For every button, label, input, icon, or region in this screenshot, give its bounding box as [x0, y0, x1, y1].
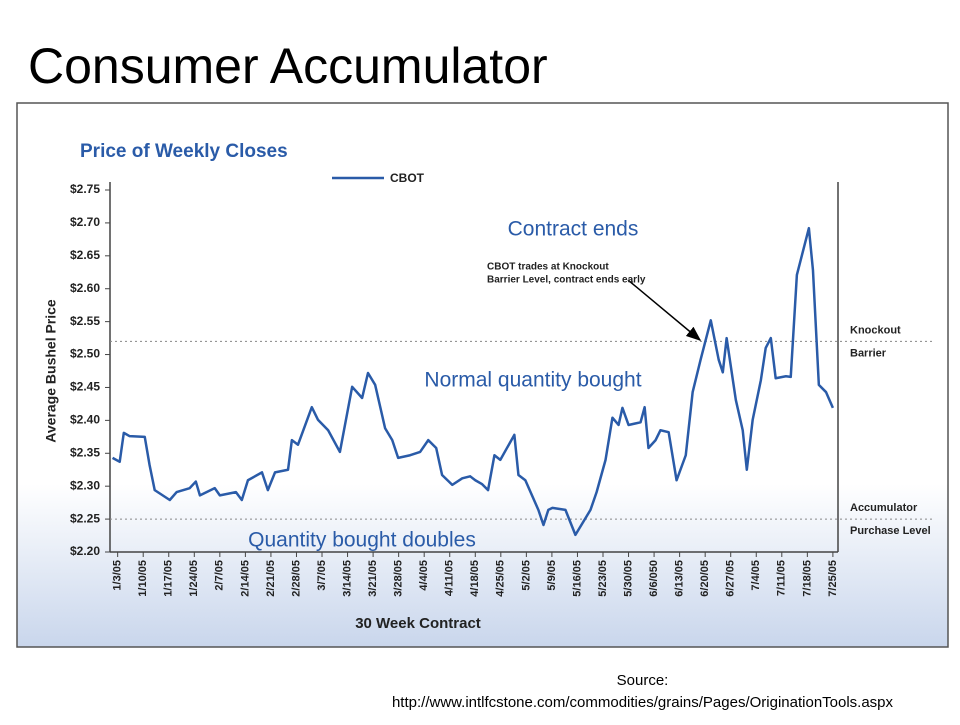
x-tick-label: 1/17/05	[163, 560, 175, 597]
reference-label: Purchase Level	[850, 525, 931, 537]
y-tick-label: $2.60	[70, 281, 100, 295]
x-tick-label: 4/4/05	[418, 560, 430, 591]
y-tick-label: $2.65	[70, 248, 100, 262]
x-tick-label: 1/3/05	[112, 560, 124, 591]
y-tick-label: $2.55	[70, 314, 100, 328]
x-tick-label: 6/20/05	[699, 560, 711, 597]
x-tick-label: 7/4/05	[750, 560, 762, 591]
x-tick-label: 2/28/05	[290, 560, 302, 597]
x-tick-label: 2/14/05	[239, 560, 251, 597]
annotation: Normal quantity bought	[424, 369, 641, 392]
x-tick-label: 6/27/05	[725, 560, 737, 597]
x-tick-label: 4/11/05	[444, 560, 456, 596]
y-tick-label: $2.50	[70, 347, 100, 361]
x-tick-label: 1/24/05	[188, 560, 200, 597]
annotation: Quantity bought doubles	[248, 529, 476, 552]
arrow	[627, 279, 702, 341]
y-tick-label: $2.45	[70, 380, 100, 394]
y-tick-label: $2.40	[70, 413, 100, 427]
reference-label: Accumulator	[850, 502, 918, 514]
source: Source: http://www.intlfcstone.com/commo…	[330, 670, 955, 714]
x-tick-label: 6/6/050	[648, 560, 660, 597]
source-url: http://www.intlfcstone.com/commodities/g…	[391, 694, 894, 711]
chart-title: Price of Weekly Closes	[80, 141, 288, 162]
reference-label: Knockout	[850, 324, 901, 336]
x-tick-label: 5/16/05	[571, 560, 583, 597]
x-tick-label: 3/7/05	[316, 560, 328, 591]
legend-label: CBOT	[390, 171, 425, 185]
x-tick-label: 2/21/05	[265, 560, 277, 597]
y-tick-label: $2.75	[70, 182, 100, 196]
x-tick-label: 7/25/05	[827, 560, 839, 597]
y-axis-label: Average Bushel Price	[43, 299, 59, 443]
chart-frame	[16, 102, 949, 648]
y-tick-label: $2.35	[70, 445, 100, 459]
x-tick-label: 2/7/05	[214, 560, 226, 591]
arrow-note: Barrier Level, contract ends early	[487, 275, 646, 286]
y-tick-label: $2.70	[70, 215, 100, 229]
x-tick-label: 6/13/05	[674, 560, 686, 597]
reference-label: Barrier	[850, 347, 887, 359]
x-tick-label: 5/2/05	[520, 560, 532, 591]
y-tick-label: $2.30	[70, 478, 100, 492]
x-tick-label: 3/21/05	[367, 560, 379, 597]
x-axis-label: 30 Week Contract	[355, 615, 481, 632]
x-tick-label: 4/18/05	[469, 560, 481, 597]
arrow-note: CBOT trades at Knockout	[487, 262, 609, 273]
y-tick-label: $2.20	[70, 544, 100, 558]
x-tick-label: 3/28/05	[393, 560, 405, 597]
x-tick-label: 4/25/05	[495, 560, 507, 597]
x-tick-label: 5/23/05	[597, 560, 609, 597]
annotation: Contract ends	[508, 218, 639, 241]
source-label: Source:	[616, 672, 669, 689]
x-tick-label: 5/30/05	[622, 560, 634, 597]
x-tick-label: 7/11/05	[776, 560, 788, 596]
y-tick-label: $2.25	[70, 511, 100, 525]
plot: $2.20 $2.25 $2.30 $2.35 $2.40 $2.45 $2.50 $2.55…	[70, 171, 935, 597]
x-tick-label: 7/18/05	[801, 560, 813, 597]
x-tick-label: 1/10/05	[137, 560, 149, 597]
x-tick-label: 5/9/05	[546, 560, 558, 591]
line	[111, 226, 835, 537]
slide-title: Consumer Accumulator	[28, 38, 548, 94]
x-tick-label: 3/14/05	[341, 560, 353, 597]
